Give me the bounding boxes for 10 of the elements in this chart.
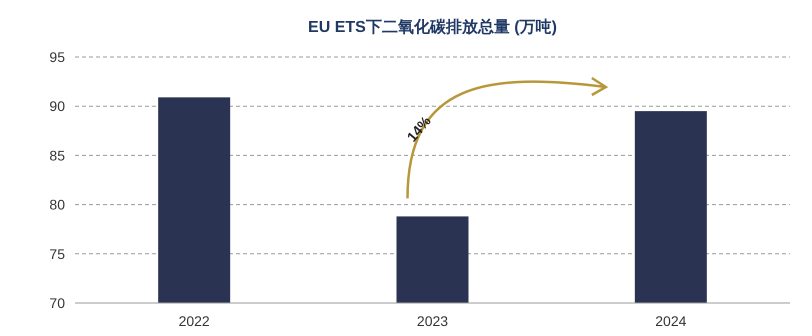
x-tick-label: 2023	[416, 313, 448, 329]
x-tick-label: 2024	[655, 313, 687, 329]
x-tick-label: 2022	[178, 313, 210, 329]
y-tick-label: 80	[49, 196, 66, 213]
y-tick-label: 90	[49, 98, 66, 114]
y-tick-label: 95	[49, 49, 66, 65]
y-tick-label: 75	[49, 246, 66, 262]
y-tick-label: 70	[49, 295, 66, 311]
y-tick-label: 85	[49, 147, 66, 164]
chart-title: EU ETS下二氧化碳排放总量 (万吨)	[308, 18, 557, 36]
